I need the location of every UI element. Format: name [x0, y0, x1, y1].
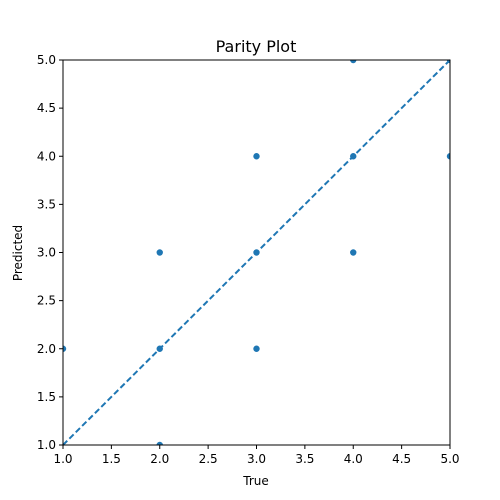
- data-point: [63, 345, 67, 352]
- data-point: [350, 249, 357, 256]
- axes: 1.0 1.5 2.0 2.5 3.0 3.5 4.0 4.5 5.0 1.0 1.5 2.0 2.5 3…: [37, 53, 460, 466]
- y-tick-label: 1.5: [37, 390, 56, 404]
- x-tick-label: 1.0: [53, 452, 72, 466]
- x-tick-label: 5.0: [440, 452, 459, 466]
- x-tick-label: 1.5: [102, 452, 121, 466]
- x-tick-label: 3.0: [247, 452, 266, 466]
- data-point: [156, 249, 163, 256]
- chart-title: Parity Plot: [216, 37, 297, 56]
- x-tick-label: 4.0: [344, 452, 363, 466]
- x-tick-label: 2.0: [150, 452, 169, 466]
- data-point: [253, 153, 260, 160]
- y-tick-label: 4.5: [37, 101, 56, 115]
- y-axis-label: Predicted: [11, 225, 25, 281]
- y-tick-label: 2.5: [37, 294, 56, 308]
- plot-area: [62, 59, 451, 446]
- data-point: [156, 345, 163, 352]
- y-tick-label: 4.0: [37, 149, 56, 163]
- x-tick-label: 4.5: [392, 452, 411, 466]
- y-tick-label: 2.0: [37, 342, 56, 356]
- data-point: [253, 249, 260, 256]
- data-point: [350, 153, 357, 160]
- x-tick-label: 3.5: [295, 452, 314, 466]
- y-tick-label: 3.5: [37, 197, 56, 211]
- x-tick-label: 2.5: [199, 452, 218, 466]
- data-point: [156, 441, 163, 445]
- data-point: [350, 60, 357, 64]
- data-point: [446, 60, 450, 64]
- y-tick-label: 1.0: [37, 438, 56, 452]
- x-axis-label: True: [242, 474, 269, 488]
- y-tick-label: 3.0: [37, 246, 56, 260]
- data-point: [253, 345, 260, 352]
- y-tick-label: 5.0: [37, 53, 56, 67]
- data-point: [446, 153, 450, 160]
